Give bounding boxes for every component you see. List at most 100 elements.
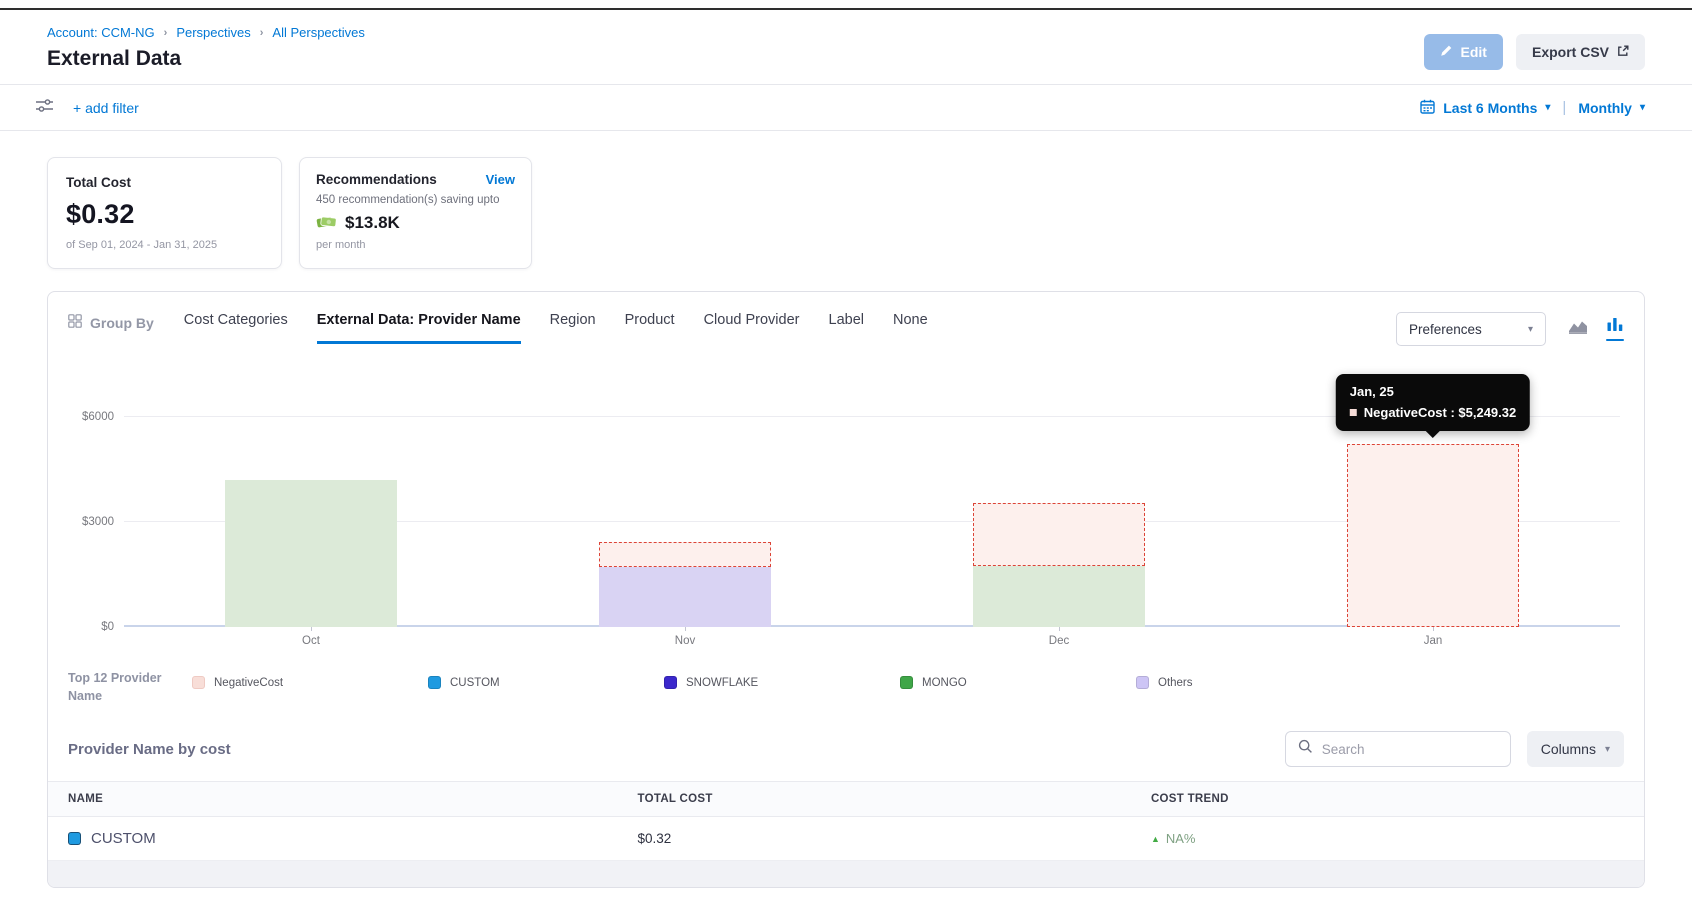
header-actions: Edit Export CSV xyxy=(1423,34,1645,70)
recommendations-title: Recommendations xyxy=(316,172,437,187)
x-axis-label: Jan xyxy=(1423,635,1443,647)
search-input[interactable] xyxy=(1321,741,1499,757)
recommendations-card: Recommendations View 450 recommendation(… xyxy=(299,157,532,269)
legend-item-snowflake[interactable]: SNOWFLAKE xyxy=(664,676,900,689)
table-row[interactable]: CUSTOM $0.32 ▲ NA% xyxy=(48,817,1644,861)
tab-product[interactable]: Product xyxy=(624,312,675,328)
granularity-selector[interactable]: Monthly xyxy=(1578,99,1632,116)
group-by-row: Group By Cost Categories External Data: P… xyxy=(48,292,1644,346)
table-column-header[interactable]: NAME xyxy=(68,793,104,805)
legend-swatch xyxy=(664,676,677,689)
columns-button-label: Columns xyxy=(1540,741,1596,757)
chart-gridline xyxy=(124,521,1620,523)
external-link-icon xyxy=(1617,44,1629,60)
x-axis-tick xyxy=(311,627,312,631)
legend-item-others[interactable]: Others xyxy=(1136,676,1372,689)
cost-chart: $0 $3000 $6000 Oct Nov Dec Jan Jan, 25 NegativeC… xyxy=(68,372,1624,658)
date-range-selector[interactable]: Last 6 Months xyxy=(1443,99,1538,116)
money-icon xyxy=(316,212,338,234)
filter-bar: + add filter Last 6 Months ▾ | Monthly ▾ xyxy=(0,85,1692,131)
table-column-header[interactable]: COST TREND xyxy=(1150,793,1229,805)
edit-button[interactable]: Edit xyxy=(1423,34,1503,70)
bar-segment-negativecost[interactable] xyxy=(973,503,1145,566)
trend-up-icon: ▲ xyxy=(1150,833,1160,844)
pencil-icon xyxy=(1440,44,1453,60)
table-column-header[interactable]: TOTAL COST xyxy=(637,793,713,805)
breadcrumb: Account: CCM-NG › Perspectives › All Perspec… xyxy=(47,25,1645,40)
add-filter-button[interactable]: + add filter xyxy=(73,99,139,116)
breadcrumb-item[interactable]: Perspectives xyxy=(176,25,251,40)
legend-swatch xyxy=(1136,676,1149,689)
table-toolbar: Provider Name by cost Columns ▾ xyxy=(48,705,1644,781)
page-header: Account: CCM-NG › Perspectives › All Perspec… xyxy=(0,10,1692,85)
legend-item-custom[interactable]: CUSTOM xyxy=(428,676,664,689)
y-axis-label: $0 xyxy=(101,621,114,633)
bar-chart-icon xyxy=(1607,317,1623,336)
savings-period: per month xyxy=(316,239,366,251)
chart-tooltip: Jan, 25 NegativeCost : $5,249.32 xyxy=(1335,373,1531,438)
table-search xyxy=(1284,731,1511,767)
columns-button[interactable]: Columns ▾ xyxy=(1526,731,1624,767)
x-axis-label: Oct xyxy=(302,635,320,647)
breadcrumb-item[interactable]: Account: CCM-NG xyxy=(47,25,155,40)
preferences-dropdown[interactable]: Preferences ▾ xyxy=(1396,312,1546,346)
bar-segment-mongo[interactable] xyxy=(973,565,1145,627)
y-axis-label: $3000 xyxy=(82,516,114,529)
breadcrumb-item[interactable]: All Perspectives xyxy=(272,25,365,40)
bar-segment-mongo[interactable] xyxy=(225,480,397,627)
tab-cost-categories[interactable]: Cost Categories xyxy=(183,312,288,328)
total-cost-title: Total Cost xyxy=(66,175,131,190)
filter-left: + add filter xyxy=(36,98,139,118)
provider-swatch xyxy=(68,832,81,845)
legend-item-mongo[interactable]: MONGO xyxy=(900,676,1136,689)
group-by-label: Group By xyxy=(90,314,154,331)
chart-gridline xyxy=(124,625,1620,627)
provider-name: CUSTOM xyxy=(91,830,156,847)
table-partial-next-row xyxy=(48,861,1644,887)
export-csv-button[interactable]: Export CSV xyxy=(1515,34,1645,70)
table-body: CUSTOM $0.32 ▲ NA% xyxy=(48,817,1644,861)
total-cost-period: of Sep 01, 2024 - Jan 31, 2025 xyxy=(66,239,218,251)
bar-segment-negativecost[interactable] xyxy=(1347,443,1519,627)
cost-trend-cell: ▲ NA% xyxy=(1151,831,1624,846)
active-chart-underline xyxy=(1606,339,1624,341)
x-axis-tick xyxy=(1059,627,1060,631)
tab-cloud-provider[interactable]: Cloud Provider xyxy=(703,312,800,328)
legend-label: MONGO xyxy=(922,676,967,689)
bar-segment-others[interactable] xyxy=(599,566,771,627)
chevron-down-icon[interactable]: ▾ xyxy=(1545,102,1551,113)
x-axis-label: Dec xyxy=(1048,635,1070,647)
view-recommendations-link[interactable]: View xyxy=(485,172,515,187)
chevron-down-icon: ▾ xyxy=(1604,743,1610,755)
legend-label: SNOWFLAKE xyxy=(686,676,759,689)
table-header-row: NAME TOTAL COST COST TREND xyxy=(48,781,1644,817)
chart-category-slot: Jan Jan, 25 NegativeCost : $5,249.32 xyxy=(1246,372,1620,647)
legend-label: NegativeCost xyxy=(214,676,284,689)
chevron-down-icon[interactable]: ▾ xyxy=(1639,102,1645,113)
recommendations-summary: 450 recommendation(s) saving upto xyxy=(316,194,500,206)
tooltip-series-swatch xyxy=(1349,408,1357,416)
chart-plot: $0 $3000 $6000 Oct Nov Dec Jan Jan, 25 NegativeC… xyxy=(82,372,1620,647)
bar-segment-negativecost[interactable] xyxy=(599,541,771,567)
filter-right: Last 6 Months ▾ | Monthly ▾ xyxy=(1420,99,1645,117)
tab-none[interactable]: None xyxy=(892,312,928,328)
tab-region[interactable]: Region xyxy=(549,312,596,328)
tooltip-line: NegativeCost : $5,249.32 xyxy=(1349,405,1516,420)
chart-category-slot: Dec xyxy=(872,372,1246,647)
chart-type-switcher xyxy=(1568,317,1624,341)
search-icon xyxy=(1298,739,1313,759)
y-axis-label: $6000 xyxy=(82,411,114,424)
area-chart-toggle[interactable] xyxy=(1568,319,1588,339)
legend-label: Others xyxy=(1158,676,1193,689)
window-top-border xyxy=(0,8,1692,10)
tab-external-data-provider-name[interactable]: External Data: Provider Name xyxy=(316,312,521,344)
tab-label[interactable]: Label xyxy=(828,312,864,328)
bar-chart-toggle[interactable] xyxy=(1606,317,1624,341)
sliders-icon[interactable] xyxy=(36,98,53,118)
legend-items: NegativeCost CUSTOM SNOWFLAKE MONGO Others xyxy=(192,670,1372,689)
breadcrumb-separator: › xyxy=(259,26,264,39)
chart-category-slot: Oct xyxy=(124,372,498,647)
total-cost-value: $0.32 xyxy=(66,199,135,229)
legend-item-negativecost[interactable]: NegativeCost xyxy=(192,676,428,689)
breadcrumb-separator: › xyxy=(163,26,168,39)
